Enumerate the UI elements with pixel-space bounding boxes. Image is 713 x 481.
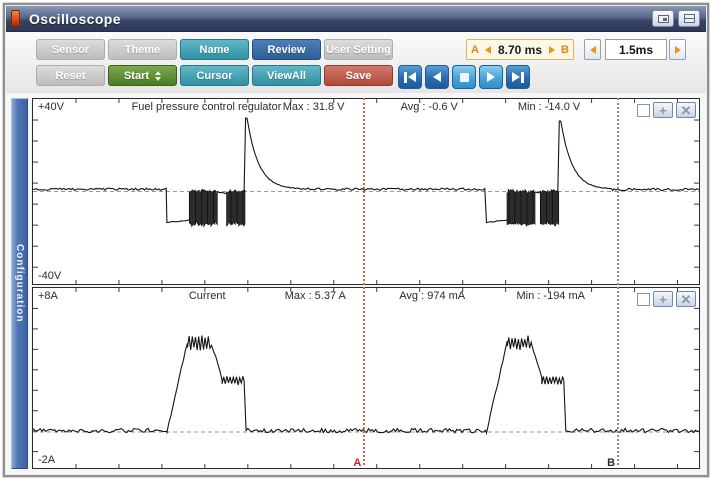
ch1-title: Fuel pressure control regulator	[131, 101, 282, 113]
ch1-close-button[interactable]: ✕	[676, 102, 696, 118]
title-bar: Oscilloscope	[6, 6, 706, 32]
popout-icon	[657, 14, 669, 23]
cursor-a-readout-label: A	[471, 43, 479, 56]
channel-1-waveform	[33, 99, 699, 284]
reset-button[interactable]: Reset	[36, 65, 105, 86]
cursor-b-readout-label: B	[561, 43, 569, 56]
start-button[interactable]: Start	[108, 65, 177, 86]
ch1-min-stat: Min : -14.0 V	[517, 101, 581, 113]
play-button[interactable]	[479, 65, 503, 89]
skip-to-end-button[interactable]	[506, 65, 530, 89]
triangle-right-icon	[512, 72, 520, 82]
toolbar: Sensor Theme Name Review User Setting Re…	[6, 32, 706, 93]
stop-button[interactable]	[452, 65, 476, 89]
ab-time-readout: A 8.70 ms B	[466, 39, 574, 60]
ch2-max-stat: Max : 5.37 A	[284, 290, 346, 302]
ch1-zoom-button[interactable]: +	[653, 102, 673, 118]
right-arrow-icon	[674, 45, 681, 54]
sensor-button[interactable]: Sensor	[36, 39, 105, 60]
ch1-scale-bottom: -40V	[38, 270, 62, 282]
window-title: Oscilloscope	[29, 10, 121, 27]
name-button[interactable]: Name	[180, 39, 249, 60]
panes-icon	[683, 14, 695, 23]
timebase-increase-button[interactable]	[669, 39, 686, 60]
cursor-b-label: B	[607, 457, 616, 469]
close-icon: ✕	[680, 102, 692, 118]
theme-button[interactable]: Theme	[108, 39, 177, 60]
ch2-scale-bottom: -2A	[38, 454, 56, 466]
triangle-left-icon	[433, 72, 441, 82]
close-icon: ✕	[680, 291, 692, 307]
channel-2-panel: +8A -2A Current Max : 5.37 A Avg : 974 m…	[32, 287, 700, 469]
plus-icon: +	[659, 291, 667, 307]
left-arrow-icon	[589, 45, 596, 54]
cursor-button[interactable]: Cursor	[180, 65, 249, 86]
ch2-select-checkbox[interactable]	[637, 292, 650, 306]
channel-2-waveform	[33, 288, 699, 468]
split-panes-button[interactable]	[678, 10, 700, 27]
plus-icon: +	[659, 102, 667, 118]
ch2-min-stat: Min : -194 mA	[516, 290, 585, 302]
start-spinner-icon	[155, 70, 162, 81]
bar-icon	[521, 71, 524, 83]
configuration-tab[interactable]: Configuration	[11, 98, 28, 469]
skip-to-start-button[interactable]	[398, 65, 422, 89]
scope-panels: +40V -40V Fuel pressure control regulato…	[32, 98, 700, 469]
stop-square-icon	[459, 72, 469, 82]
bar-icon	[404, 71, 407, 83]
start-button-label: Start	[123, 69, 150, 82]
app-icon	[11, 10, 20, 27]
ch2-scale-top: +8A	[38, 290, 58, 302]
step-back-button[interactable]	[425, 65, 449, 89]
b-right-arrow-icon[interactable]	[548, 45, 555, 54]
user-setting-button[interactable]: User Setting	[324, 39, 393, 60]
configuration-tab-label: Configuration	[14, 244, 25, 323]
timebase-decrease-button[interactable]	[584, 39, 601, 60]
ch2-close-button[interactable]: ✕	[676, 291, 696, 307]
ab-time-value: 8.70 ms	[497, 42, 542, 57]
triangle-right-icon	[487, 72, 495, 82]
ch1-select-checkbox[interactable]	[637, 103, 650, 117]
cursor-b-line[interactable]	[617, 98, 620, 465]
ch2-avg-stat: Avg : 974 mA	[399, 290, 466, 302]
ch2-title: Current	[188, 290, 226, 302]
ch1-avg-stat: Avg : -0.6 V	[400, 101, 458, 113]
ch1-scale-top: +40V	[38, 101, 64, 113]
a-left-arrow-icon[interactable]	[485, 45, 492, 54]
app-window: Oscilloscope Sensor Theme Name Review Us…	[3, 3, 709, 477]
review-button[interactable]: Review	[252, 39, 321, 60]
viewall-button[interactable]: ViewAll	[252, 65, 321, 86]
cursor-a-line[interactable]	[363, 98, 366, 465]
popout-window-button[interactable]	[652, 10, 674, 27]
scope-main-area: Configuration +40V -40V Fuel pressure co…	[6, 93, 706, 474]
timebase-value[interactable]: 1.5ms	[605, 39, 667, 60]
ch2-zoom-button[interactable]: +	[653, 291, 673, 307]
save-button[interactable]: Save	[324, 65, 393, 86]
triangle-left-icon	[408, 72, 416, 82]
channel-1-panel: +40V -40V Fuel pressure control regulato…	[32, 98, 700, 285]
ch1-max-stat: Max : 31.8 V	[282, 101, 345, 113]
cursor-a-label: A	[353, 457, 362, 469]
